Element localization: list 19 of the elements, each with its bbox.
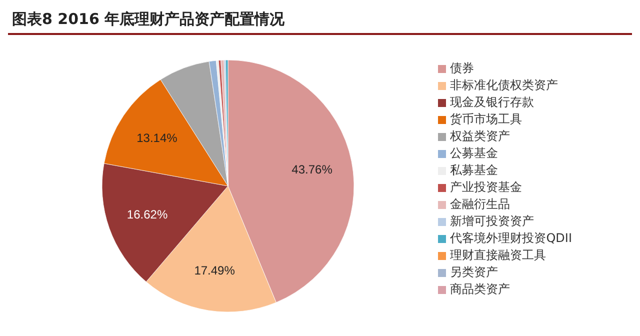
legend-label: 代客境外理财投资QDII <box>450 230 572 247</box>
legend-label: 非标准化债权类资产 <box>450 77 558 94</box>
data-label: 43.76% <box>292 162 333 176</box>
legend-label: 产业投资基金 <box>450 179 522 196</box>
legend-label: 金融衍生品 <box>450 196 510 213</box>
legend-label: 货币市场工具 <box>450 111 522 128</box>
legend-label: 权益类资产 <box>450 128 510 145</box>
data-label: 16.62% <box>126 208 168 222</box>
legend-label: 商品类资产 <box>450 281 510 298</box>
legend-label: 新增可投资资产 <box>450 213 534 230</box>
legend-label: 私募基金 <box>450 162 498 179</box>
legend-label: 债券 <box>450 60 474 77</box>
legend-label: 另类资产 <box>450 264 498 281</box>
chart-title: 图表8 2016 年底理财产品资产配置情况 <box>8 8 632 35</box>
legend-label: 公募基金 <box>450 145 498 162</box>
data-label: 17.49% <box>194 264 236 278</box>
legend-label: 理财直接融资工具 <box>450 247 546 264</box>
data-label: 13.14% <box>136 131 178 146</box>
legend-label: 现金及银行存款 <box>450 94 534 111</box>
